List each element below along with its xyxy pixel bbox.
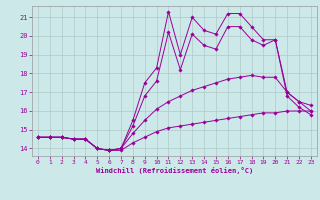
X-axis label: Windchill (Refroidissement éolien,°C): Windchill (Refroidissement éolien,°C)	[96, 167, 253, 174]
